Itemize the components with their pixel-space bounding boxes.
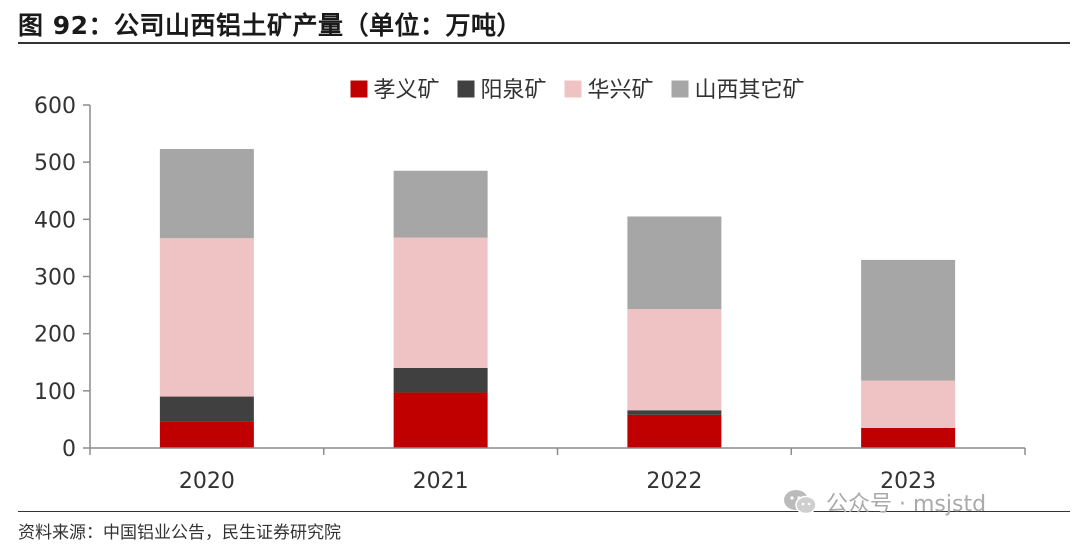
y-tick-label: 600 [34,94,76,119]
bar-segment [159,421,254,448]
legend-label: 阳泉矿 [481,78,547,103]
legend-swatch [564,80,582,98]
bar-segment [627,309,722,411]
bars [159,149,956,448]
x-tick-label: 2022 [646,469,702,494]
x-tick-label: 2020 [179,469,235,494]
bar-segment [627,410,722,415]
bar-segment [159,238,254,397]
legend-swatch [457,80,475,98]
bar-segment [861,259,956,381]
source-note: 资料来源：中国铝业公告，民生证券研究院 [18,523,341,543]
bar-segment [627,216,722,310]
x-axis: 2020 2021 2022 2023 [89,447,1026,494]
y-axis: 0 100 200 300 400 500 600 [34,94,91,462]
legend-item: 阳泉矿 [457,78,547,103]
y-tick-label: 100 [34,380,76,405]
legend-item: 孝义矿 [350,78,440,103]
y-tick-label: 300 [34,266,76,291]
footer-divider [18,511,1070,512]
title-divider [18,42,1070,44]
x-tick-label: 2021 [413,469,469,494]
legend-label: 山西其它矿 [695,78,805,103]
bar-segment [861,427,956,448]
watermark: 公众号 · msjstd [782,486,986,518]
legend-swatch [671,80,689,98]
wechat-icon [784,490,817,515]
y-tick-label: 200 [34,323,76,348]
x-tick-label: 2023 [880,469,936,494]
bar-segment [393,237,488,368]
legend-label: 孝义矿 [374,78,440,103]
bar-segment [393,367,488,393]
legend-swatch [350,80,368,98]
bar-segment [159,149,254,239]
legend-item: 华兴矿 [564,78,654,103]
bar-segment [393,170,488,238]
page-title: 图 92：公司山西铝土矿产量（单位：万吨） [18,11,522,40]
bar-segment [627,414,722,448]
bar-segment [861,380,956,428]
legend-label: 华兴矿 [588,78,654,103]
y-tick-label: 0 [62,437,76,462]
watermark-text: 公众号 · msjstd [826,492,987,517]
y-tick-label: 400 [34,208,76,233]
y-tick-label: 500 [34,151,76,176]
bar-segment [159,396,254,422]
chart-legend: 孝义矿 阳泉矿 华兴矿 山西其它矿 [350,78,805,103]
legend-item: 山西其它矿 [671,78,805,103]
bar-segment [393,392,488,448]
